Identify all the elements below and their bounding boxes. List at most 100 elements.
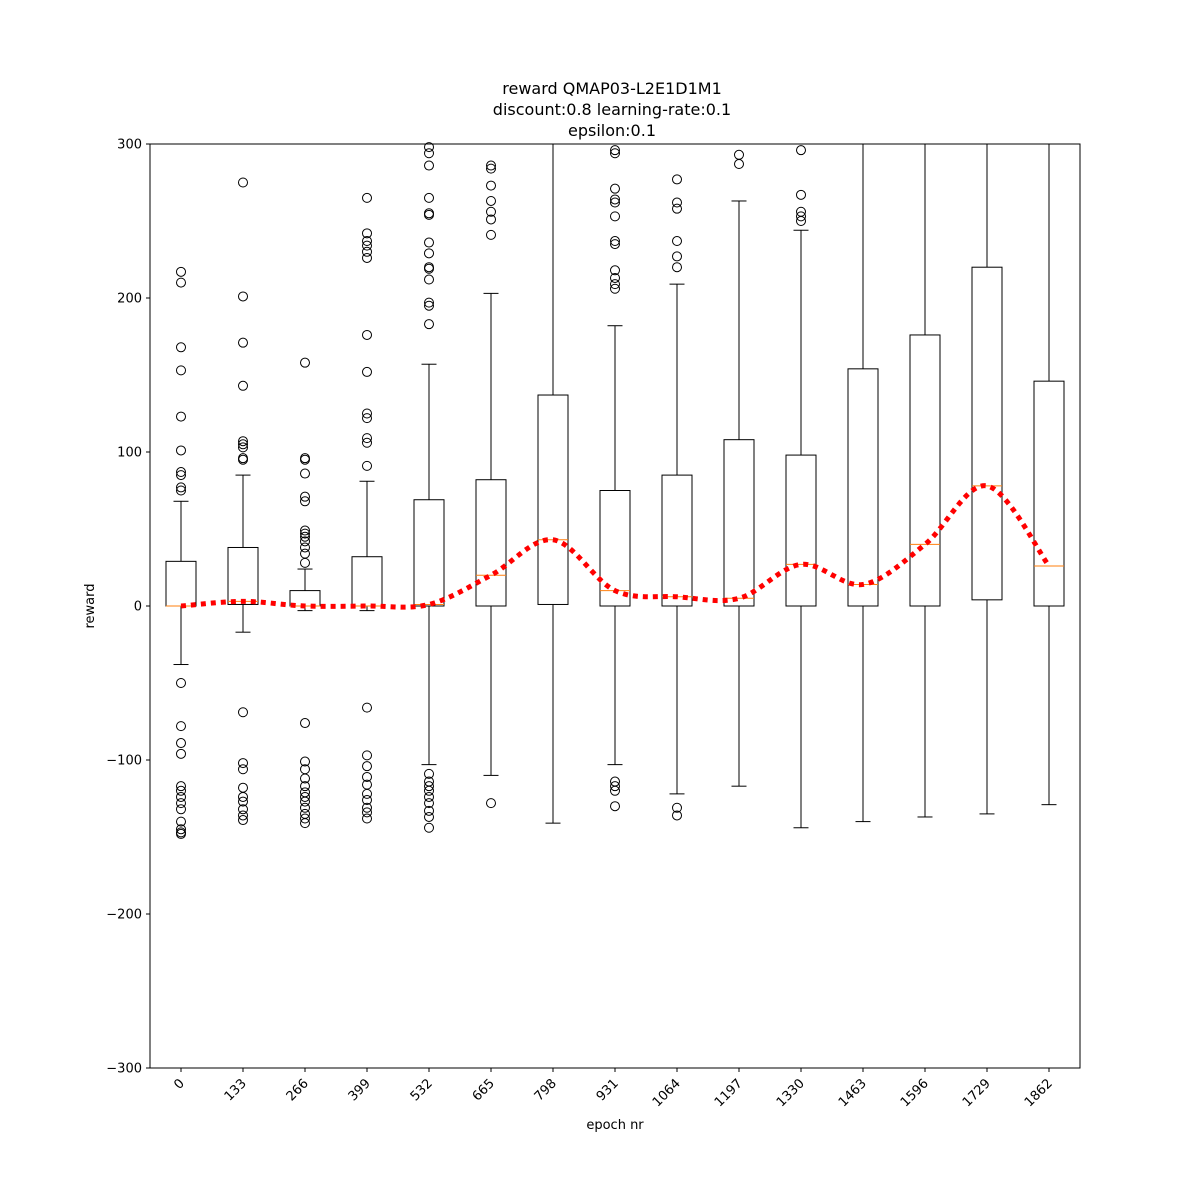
outlier-point xyxy=(424,300,434,311)
outlier-point xyxy=(362,236,372,247)
outlier-point xyxy=(424,319,434,330)
outlier-point xyxy=(176,277,186,288)
outlier-point xyxy=(176,791,186,802)
outlier-point xyxy=(176,342,186,353)
outlier-point xyxy=(362,788,372,799)
box-iqr xyxy=(599,490,631,607)
outlier-point xyxy=(610,194,620,205)
outlier-point xyxy=(300,818,310,829)
box-iqr xyxy=(1033,380,1065,607)
y-tick-label: −200 xyxy=(106,908,142,923)
y-tick-label: 300 xyxy=(117,138,142,153)
x-tick-label: 266 xyxy=(284,1076,312,1104)
outlier-point xyxy=(610,272,620,283)
outlier-point xyxy=(300,536,310,547)
outlier-point xyxy=(176,266,186,277)
outlier-point xyxy=(300,454,310,465)
outlier-point xyxy=(176,470,186,481)
outlier-point xyxy=(176,748,186,759)
outlier-point xyxy=(300,557,310,568)
box-1064 xyxy=(661,174,693,821)
outlier-point xyxy=(610,279,620,290)
outlier-point xyxy=(486,195,496,206)
outlier-point xyxy=(424,209,434,220)
outlier-point xyxy=(610,265,620,276)
outlier-point xyxy=(610,785,620,796)
outlier-point xyxy=(176,365,186,376)
outlier-point xyxy=(424,248,434,259)
outlier-point xyxy=(300,531,310,542)
outlier-point xyxy=(238,439,248,450)
y-tick-label: −100 xyxy=(106,754,142,769)
chart-title-line-1: reward QMAP03-L2E1D1M1 xyxy=(502,79,722,98)
outlier-point xyxy=(300,496,310,507)
outlier-point xyxy=(796,145,806,156)
x-tick-label: 1729 xyxy=(960,1076,994,1110)
outlier-point xyxy=(672,203,682,214)
outlier-point xyxy=(176,827,186,838)
chart-title-line-2: discount:0.8 learning-rate:0.1 xyxy=(493,100,731,119)
outlier-point xyxy=(796,211,806,222)
outlier-point xyxy=(238,815,248,826)
outlier-point xyxy=(672,174,682,185)
outlier-point xyxy=(238,810,248,821)
outlier-point xyxy=(610,197,620,208)
outlier-point xyxy=(300,756,310,767)
outlier-point xyxy=(424,237,434,248)
outlier-point xyxy=(238,758,248,769)
outlier-point xyxy=(238,791,248,802)
outlier-point xyxy=(176,816,186,827)
outlier-point xyxy=(424,822,434,833)
x-tick-label: 931 xyxy=(594,1076,622,1104)
outlier-point xyxy=(362,813,372,824)
outlier-point xyxy=(238,454,248,465)
box-iqr xyxy=(785,454,817,607)
outlier-point xyxy=(362,408,372,419)
box-931 xyxy=(599,145,631,812)
outlier-point xyxy=(238,782,248,793)
outlier-point xyxy=(176,785,186,796)
outlier-point xyxy=(300,468,310,479)
outlier-point xyxy=(176,798,186,809)
outlier-point xyxy=(672,236,682,247)
box-133 xyxy=(227,177,259,826)
outlier-point xyxy=(424,798,434,809)
outlier-point xyxy=(362,413,372,424)
box-iqr xyxy=(413,499,445,607)
outlier-point xyxy=(300,781,310,792)
outlier-point xyxy=(300,773,310,784)
outlier-point xyxy=(238,707,248,718)
outlier-point xyxy=(672,251,682,262)
outlier-point xyxy=(300,528,310,539)
outlier-point xyxy=(424,263,434,274)
outlier-point xyxy=(238,380,248,391)
outlier-point xyxy=(486,229,496,240)
outlier-point xyxy=(362,329,372,340)
outlier-point xyxy=(362,366,372,377)
outlier-point xyxy=(176,738,186,749)
outlier-point xyxy=(176,824,186,835)
outlier-point xyxy=(362,437,372,448)
outlier-point xyxy=(238,442,248,453)
outlier-point xyxy=(424,160,434,171)
outlier-point xyxy=(362,228,372,239)
outlier-point xyxy=(610,283,620,294)
outlier-point xyxy=(610,183,620,194)
box-532 xyxy=(413,142,445,833)
outlier-point xyxy=(610,148,620,159)
outlier-point xyxy=(300,796,310,807)
box-1330 xyxy=(785,145,817,829)
outlier-point xyxy=(424,297,434,308)
box-iqr xyxy=(537,394,569,605)
outlier-point xyxy=(362,240,372,251)
x-tick-label: 1330 xyxy=(774,1076,808,1110)
x-tick-label: 532 xyxy=(408,1076,436,1104)
outlier-point xyxy=(176,485,186,496)
box-iqr xyxy=(909,334,941,607)
outlier-point xyxy=(176,411,186,422)
outlier-point xyxy=(238,436,248,447)
box-iqr xyxy=(227,546,259,605)
median-trend-line xyxy=(180,483,1052,610)
box-iqr xyxy=(475,479,507,607)
